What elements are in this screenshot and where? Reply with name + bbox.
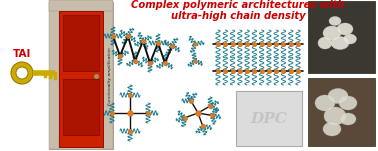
Bar — [308, 78, 375, 146]
Ellipse shape — [318, 37, 332, 49]
Text: ultra-high chain density: ultra-high chain density — [171, 11, 305, 21]
Ellipse shape — [344, 34, 356, 44]
Ellipse shape — [331, 37, 349, 50]
Bar — [59, 11, 103, 147]
Text: DPC: DPC — [251, 112, 287, 126]
Ellipse shape — [340, 113, 356, 125]
Text: Functionality amplification: Functionality amplification — [108, 47, 112, 105]
Circle shape — [16, 67, 28, 79]
Bar — [49, 2, 59, 149]
Circle shape — [11, 62, 33, 84]
Ellipse shape — [323, 26, 341, 40]
Text: TAI: TAI — [13, 49, 31, 59]
Text: Complex polymeric architectures with: Complex polymeric architectures with — [131, 0, 345, 10]
Bar — [49, 0, 113, 11]
Bar — [63, 15, 99, 71]
Bar — [103, 2, 113, 149]
Ellipse shape — [328, 88, 348, 103]
Ellipse shape — [339, 96, 357, 110]
Ellipse shape — [324, 107, 346, 125]
Bar — [49, 2, 113, 149]
Ellipse shape — [323, 122, 341, 136]
Ellipse shape — [337, 23, 353, 35]
Bar — [308, 1, 375, 73]
Bar — [63, 79, 99, 135]
Ellipse shape — [315, 95, 335, 111]
Ellipse shape — [329, 16, 341, 26]
Bar — [236, 91, 302, 146]
